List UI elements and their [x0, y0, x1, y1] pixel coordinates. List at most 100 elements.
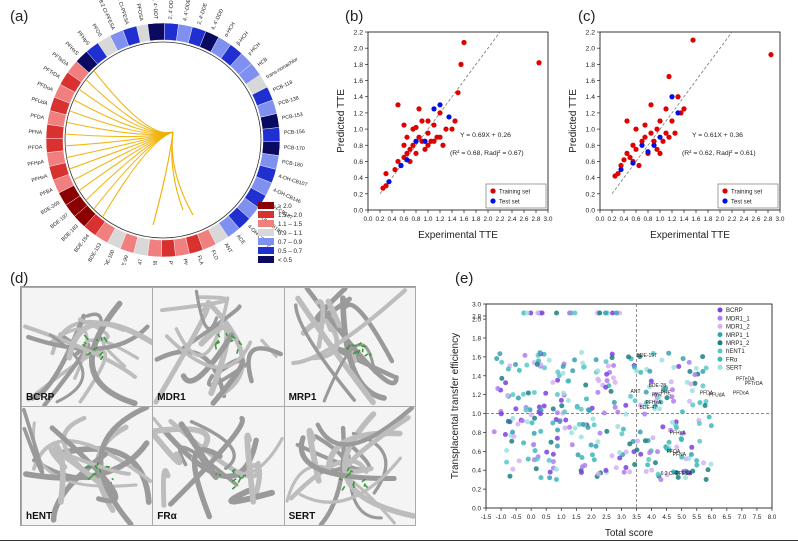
score-point [537, 411, 543, 417]
training-point [633, 126, 639, 132]
protein-ribbon [23, 300, 153, 406]
training-point [666, 134, 672, 140]
ligand-bond [225, 332, 229, 337]
x-tick-label: 1.5 [572, 514, 581, 521]
score-point [572, 357, 578, 363]
legend-swatch [258, 220, 274, 227]
score-point [567, 424, 573, 430]
score-point [532, 415, 538, 421]
score-point [660, 424, 666, 430]
score-point [498, 411, 504, 417]
training-point [440, 142, 446, 148]
circle-label: 2, 4'-DDE [197, 2, 210, 26]
point-annotation: BDE-197 [637, 353, 658, 359]
score-point [578, 434, 584, 440]
score-point [701, 460, 707, 466]
training-point [630, 142, 636, 148]
score-point [650, 351, 656, 357]
legend-label: MDR1_1 [726, 316, 750, 322]
plot-frame [485, 303, 773, 509]
score-point [646, 457, 652, 463]
ligand-bond [238, 340, 242, 344]
chord-line [102, 131, 174, 218]
score-point [516, 367, 522, 373]
score-point [688, 381, 694, 387]
test-point [404, 157, 410, 163]
x-tick-label: 3.0 [617, 514, 626, 521]
y-tick-label: 2.0 [586, 46, 596, 53]
legend-marker [717, 332, 723, 338]
legend-label: MRP1_2 [726, 341, 750, 347]
y-tick-label: 1.2 [472, 392, 481, 399]
score-point [687, 398, 693, 404]
score-point [603, 384, 609, 390]
score-point [671, 398, 677, 404]
circle-label: 4-OH-CB107 [277, 174, 308, 189]
legend-label: SERT [726, 366, 742, 372]
score-point [605, 363, 611, 369]
x-axis-label: Experimental TTE [650, 230, 730, 241]
score-point [655, 449, 661, 455]
y-tick-label: 0.8 [472, 430, 481, 437]
score-point [499, 375, 505, 381]
legend-label: ≥ 2.0 [278, 203, 292, 210]
x-tick-label: 4.5 [662, 514, 671, 521]
training-point [413, 150, 419, 156]
circle-label: PFHpS [75, 30, 90, 47]
x-tick-label: 1.0 [656, 216, 665, 223]
ribbon-strand [49, 425, 119, 504]
training-point [633, 146, 639, 152]
ligand-bond [214, 339, 220, 346]
page-divider [0, 540, 798, 541]
chord-line [93, 131, 174, 210]
score-point [638, 451, 644, 457]
ligand-bond [92, 346, 99, 351]
y-tick-label: 2.0 [354, 46, 364, 53]
y-tick-label: 1.8 [472, 336, 481, 343]
score-point [650, 435, 656, 441]
protein-ribbon [290, 288, 407, 406]
regression-equation: Y = 0.61X + 0.36 [692, 132, 743, 139]
ligand-bond [100, 336, 103, 341]
protein-ribbon [153, 415, 284, 520]
circle-segment [147, 22, 165, 42]
score-point [494, 356, 500, 362]
training-point [425, 118, 431, 124]
score-point [580, 421, 586, 427]
legend-label: BCRP [726, 308, 743, 314]
point-annotation: PFNA [673, 452, 687, 458]
legend-label: MRP1_1 [726, 333, 750, 339]
training-point [654, 146, 660, 152]
score-point [547, 475, 553, 481]
y-tick-label: 1.6 [472, 354, 481, 361]
x-tick-label: 2.8 [532, 216, 541, 223]
score-point [669, 419, 675, 425]
score-point [553, 477, 559, 483]
y-tick-label: 0.4 [586, 175, 596, 182]
score-point [525, 390, 531, 396]
score-point [652, 460, 658, 466]
plot-frame [599, 31, 781, 211]
y-tick-label: 2.2 [586, 30, 596, 37]
circle-label: BDE-153 [87, 242, 103, 263]
score-point [538, 428, 544, 434]
circle-label: PFTeDA [51, 51, 70, 68]
ligand-bond [368, 353, 372, 357]
legend-marker [717, 307, 723, 313]
y-tick-label: 1.8 [586, 62, 596, 69]
training-point [621, 157, 627, 163]
training-point [431, 122, 437, 128]
circle-label: 4, 4'-DDT [151, 0, 158, 20]
score-point [623, 449, 629, 455]
score-point [634, 368, 640, 374]
score-point [590, 416, 596, 422]
score-point [615, 409, 621, 415]
score-point [705, 467, 711, 473]
score-point [591, 422, 597, 428]
circle-label: PFDoA [36, 81, 54, 94]
score-point [572, 425, 578, 431]
score-point [659, 357, 665, 363]
protein-caption: hENT [26, 511, 53, 522]
score-point [620, 426, 626, 432]
score-point [583, 382, 589, 388]
